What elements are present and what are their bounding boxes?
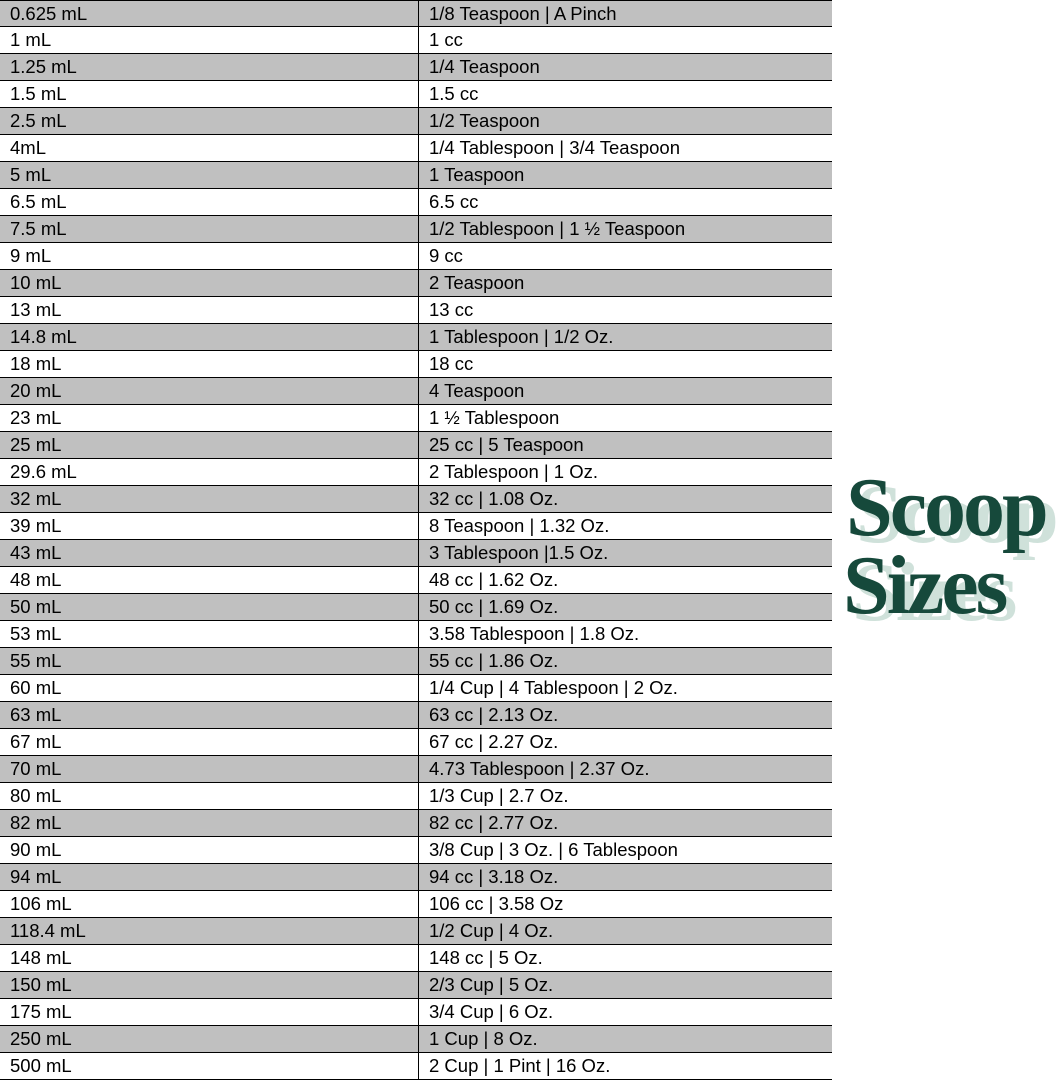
svg-text:Sizes: Sizes bbox=[843, 539, 1007, 632]
